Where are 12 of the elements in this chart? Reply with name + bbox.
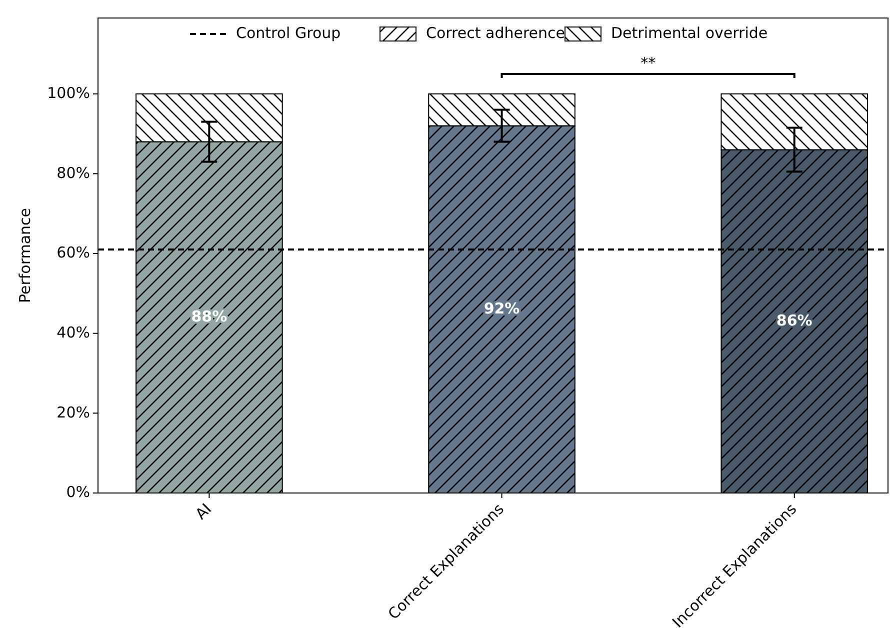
y-tick-label: 20% (56, 403, 90, 422)
legend-label: Detrimental override (611, 24, 768, 42)
y-tick-label: 40% (56, 323, 90, 342)
x-tick-label: AI (192, 500, 215, 524)
legend-label: Control Group (236, 24, 341, 42)
y-tick-label: 80% (56, 164, 90, 182)
y-tick-label: 100% (47, 84, 90, 102)
y-tick-label: 60% (56, 244, 90, 262)
y-tick-label: 0% (66, 483, 90, 502)
legend-label: Correct adherence (426, 24, 566, 42)
annotation: ** (640, 54, 656, 72)
y-axis-title: Performance (16, 208, 34, 304)
